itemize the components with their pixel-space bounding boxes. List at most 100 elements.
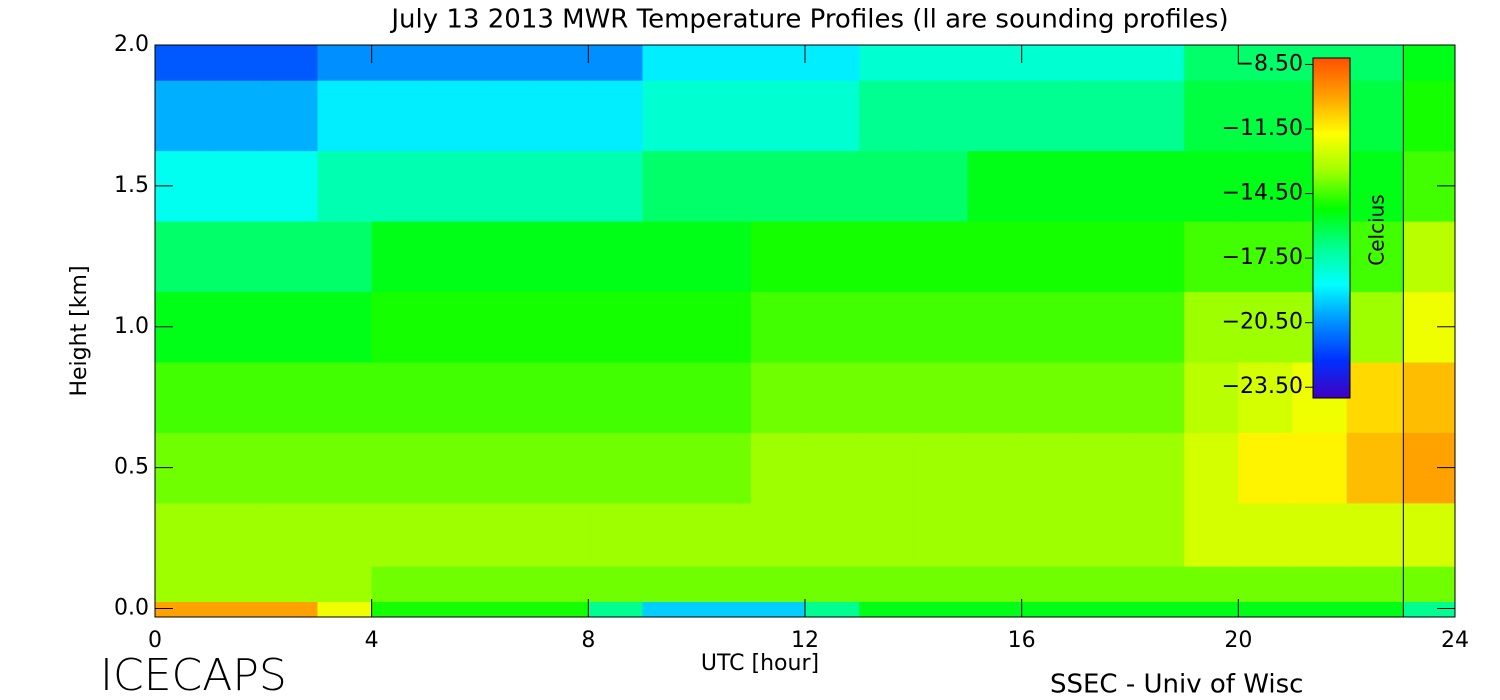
heat-cell (1238, 432, 1293, 504)
heat-cell (209, 601, 264, 618)
heat-cell (1130, 502, 1185, 567)
heat-cell (534, 432, 589, 504)
heat-cell (1346, 566, 1405, 603)
heat-cell (967, 566, 1023, 603)
heat-cell (967, 502, 1023, 567)
heat-cell (1075, 601, 1131, 618)
heat-cell (1130, 432, 1185, 504)
heat-cell (263, 291, 318, 363)
heat-cell (967, 361, 1023, 433)
heat-cell (1075, 361, 1131, 433)
heat-cell (1292, 566, 1348, 603)
colorbar-tick-label: −17.50 (1222, 245, 1303, 270)
heat-cell (642, 502, 698, 567)
heat-cell (967, 221, 1023, 293)
heat-cell (750, 221, 806, 293)
heat-cell (1346, 150, 1405, 222)
heat-cell (155, 45, 210, 81)
heat-cell (1021, 361, 1077, 433)
heat-cell (696, 566, 752, 603)
heat-cell (913, 291, 968, 363)
heat-cell (534, 221, 589, 293)
heat-cell (1238, 291, 1293, 363)
heat-cell (588, 80, 643, 152)
heat-cell (263, 45, 318, 81)
heat-cell (642, 80, 698, 152)
heat-cell (1346, 221, 1405, 293)
heat-cell (967, 80, 1023, 152)
heat-cell (859, 361, 914, 433)
heat-cell (642, 432, 698, 504)
heat-cell (317, 221, 373, 293)
heat-cell (1021, 502, 1077, 567)
heat-cell (317, 502, 373, 567)
heat-cell (209, 502, 264, 567)
heat-cell (1403, 221, 1456, 293)
heat-cell (588, 361, 643, 433)
heat-cell (913, 502, 968, 567)
heat-cell (1184, 45, 1239, 81)
heat-cell (913, 80, 968, 152)
heat-cell (805, 150, 860, 222)
heat-cell (1403, 80, 1456, 152)
heat-cell (371, 502, 427, 567)
heat-cell (371, 291, 427, 363)
heat-cell (1346, 601, 1405, 618)
heat-cell (1075, 291, 1131, 363)
heat-cell (967, 45, 1023, 81)
heat-cell (642, 601, 698, 618)
heat-cell (534, 361, 589, 433)
heat-cell (425, 432, 481, 504)
heat-cell (642, 221, 698, 293)
heat-cell (1238, 150, 1293, 222)
heat-cell (1130, 150, 1185, 222)
heat-cell (209, 566, 264, 603)
heat-cell (317, 432, 373, 504)
heat-cell (209, 80, 264, 152)
heat-cell (1346, 80, 1405, 152)
colorbar-label: Celcius (1365, 194, 1389, 265)
heat-cell (588, 221, 643, 293)
footer-right: SSEC - Univ of Wisc (1050, 670, 1303, 700)
heat-cell (534, 150, 589, 222)
heat-cell (859, 150, 914, 222)
heat-cell (750, 566, 806, 603)
heat-cell (263, 150, 318, 222)
heat-cell (480, 291, 535, 363)
heat-cell (317, 566, 373, 603)
heat-cell (750, 291, 806, 363)
heat-cell (425, 361, 481, 433)
heat-cell (750, 45, 806, 81)
heat-cell (317, 601, 373, 618)
heat-cell (588, 291, 643, 363)
heat-cell (913, 361, 968, 433)
heat-cell (913, 566, 968, 603)
heat-cell (1184, 502, 1239, 567)
chart-title: July 13 2013 MWR Temperature Profiles (l… (389, 5, 1228, 35)
heat-cell (859, 45, 914, 81)
x-tick-label: 12 (791, 628, 819, 653)
heat-cell (1346, 291, 1405, 363)
heat-cell (1075, 566, 1131, 603)
heat-cell (1346, 361, 1405, 433)
heat-cell (1184, 150, 1239, 222)
heat-cell (1021, 221, 1077, 293)
heat-cell (263, 361, 318, 433)
heat-cell (696, 502, 752, 567)
y-tick-label: 1.5 (114, 173, 149, 198)
heat-cell (317, 150, 373, 222)
heat-cell (1021, 80, 1077, 152)
heat-cell (155, 502, 210, 567)
heat-cell (480, 361, 535, 433)
heat-cell (480, 150, 535, 222)
heat-cell (859, 221, 914, 293)
heat-cell (588, 432, 643, 504)
heat-cell (155, 601, 210, 618)
heat-cell (1292, 502, 1348, 567)
heat-cell (317, 45, 373, 81)
heat-cell (425, 150, 481, 222)
y-tick-label: 2.0 (114, 32, 149, 57)
x-tick-label: 4 (365, 628, 379, 653)
heat-cell (425, 566, 481, 603)
colorbar-tick-label: −11.50 (1222, 116, 1303, 141)
